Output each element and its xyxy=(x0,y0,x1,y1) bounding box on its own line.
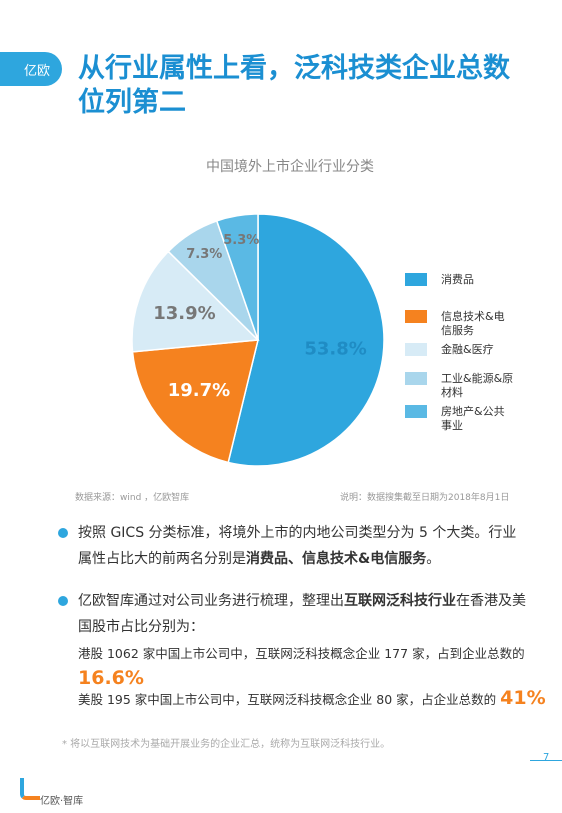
pie-slice xyxy=(131,250,260,353)
footer-logo: 亿欧·智库 xyxy=(40,796,84,807)
page-number: 7 xyxy=(543,752,550,763)
legend-item: 信息技术&电信服务 xyxy=(405,310,515,338)
slice-label: 13.9% xyxy=(153,303,215,324)
bold-text: 互联网泛科技行业 xyxy=(344,593,456,609)
legend-swatch xyxy=(405,405,427,418)
legend-item: 房地产&公共事业 xyxy=(405,405,515,433)
detail-text: 港股 1062 家中国上市公司中，互联网泛科技概念企业 177 家，占到企业总数… xyxy=(78,646,525,661)
text: 按照 GICS 分类标准，将境外上市的内地公司类型分为 5 个大类。行业属性占比… xyxy=(78,525,517,567)
legend-swatch xyxy=(405,372,427,385)
legend-label: 金融&医疗 xyxy=(441,343,494,356)
legend-label: 消费品 xyxy=(441,273,474,286)
rule xyxy=(530,760,562,761)
legend-item: 消费品 xyxy=(405,273,515,287)
detail: 美股 195 家中国上市公司中，互联网泛科技概念企业 80 家，占企业总数的 4… xyxy=(78,686,548,712)
footnote: * 将以互联网技术为基础开展业务的企业汇总，统称为互联网泛科技行业。 xyxy=(62,739,391,750)
detail-text: 美股 195 家中国上市公司中，互联网泛科技概念企业 80 家，占企业总数的 xyxy=(78,692,497,707)
legend-swatch xyxy=(405,310,427,323)
pie-chart: 53.8% 19.7% 13.9% 7.3%5.3% xyxy=(131,213,385,467)
source: 数据来源：wind ，亿欧智库 xyxy=(75,493,190,503)
legend-item: 工业&能源&原材料 xyxy=(405,372,515,400)
legend-swatch xyxy=(405,343,427,356)
text: 在香港及美国股市占比分别为： xyxy=(78,593,526,635)
legend-label: 房地产&公共事业 xyxy=(441,405,505,432)
text: 亿欧智库通过对公司业务进行梳理，整理出 xyxy=(78,593,344,609)
bullet: 亿欧智库通过对公司业务进行梳理，整理出互联网泛科技行业在香港及美国股市占比分别为… xyxy=(58,588,528,640)
pie-slice xyxy=(227,213,385,467)
pie-slice xyxy=(215,213,259,341)
text: 。 xyxy=(426,551,441,567)
note: 说明：数据搜集截至日期为2018年8月1日 xyxy=(340,493,510,503)
highlight: 16.6% xyxy=(78,667,144,689)
slice-label: 19.7% xyxy=(168,380,230,401)
bullet: 按照 GICS 分类标准，将境外上市的内地公司类型分为 5 个大类。行业属性占比… xyxy=(58,520,528,572)
legend-swatch xyxy=(405,273,427,286)
legend-label: 工业&能源&原材料 xyxy=(441,372,514,399)
page-title: 从行业属性上看，泛科技类企业总数位列第二 xyxy=(78,53,510,118)
chart-title: 中国境外上市企业行业分类 xyxy=(206,159,374,175)
logo-badge xyxy=(0,52,62,86)
highlight: 41% xyxy=(500,687,546,709)
bold-text: 消费品、信息技术&电信服务 xyxy=(246,551,427,567)
footer-logo-mark xyxy=(20,778,40,800)
bullet-dot xyxy=(58,596,68,606)
slice-label: 5.3% xyxy=(223,233,259,248)
bullet-dot xyxy=(58,528,68,538)
logo-text: 亿欧 xyxy=(24,64,51,79)
slice-label: 7.3% xyxy=(186,247,222,262)
detail: 港股 1062 家中国上市公司中，互联网泛科技概念企业 177 家，占到企业总数… xyxy=(78,642,548,692)
legend-label: 信息技术&电信服务 xyxy=(441,310,505,337)
legend-item: 金融&医疗 xyxy=(405,343,515,357)
slice-label: 53.8% xyxy=(304,338,366,359)
pie-slice xyxy=(131,339,259,464)
